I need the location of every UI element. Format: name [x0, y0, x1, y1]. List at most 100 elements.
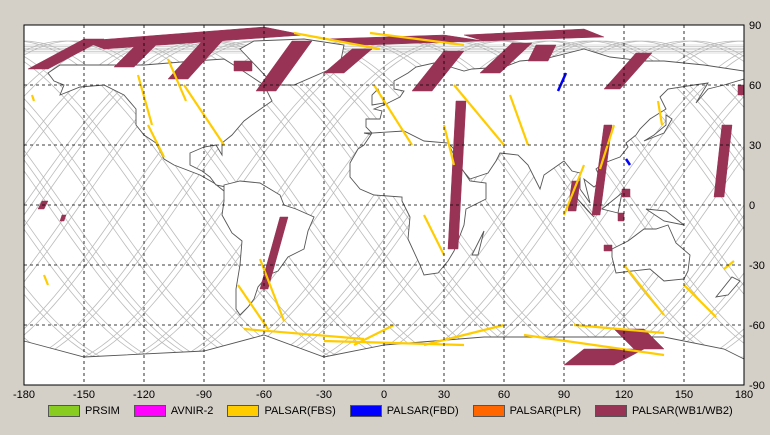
fbs-strip[interactable]: [373, 84, 413, 146]
x-tick-label: -60: [256, 389, 272, 401]
landmass: [643, 114, 673, 142]
wb-strip[interactable]: [59, 214, 67, 222]
landmass: [714, 276, 741, 298]
y-tick-label: -60: [749, 320, 765, 332]
grid-lines: [23, 24, 745, 386]
fbs-strip[interactable]: [353, 324, 395, 346]
plot-frame: [23, 24, 745, 386]
wb-strip[interactable]: [463, 28, 605, 42]
wb-strip[interactable]: [613, 328, 665, 350]
x-tick-label: 150: [675, 389, 693, 401]
fbd-strip[interactable]: [624, 158, 632, 166]
wb-strip[interactable]: [737, 84, 745, 96]
legend-label-palsar-fbd: PALSAR(FBD): [386, 405, 459, 417]
x-tick-label: 120: [615, 389, 633, 401]
fbs-strip[interactable]: [523, 333, 665, 357]
wb-strip[interactable]: [323, 48, 373, 74]
legend-label-palsar-wb: PALSAR(WB1/WB2): [632, 405, 733, 417]
y-tick-label: 90: [749, 20, 761, 32]
x-tick-label: -150: [73, 389, 95, 401]
x-tick-label: -180: [13, 389, 35, 401]
fbs-strip[interactable]: [683, 284, 717, 318]
y-tick-label: -30: [749, 260, 765, 272]
x-tick-label: 30: [438, 389, 450, 401]
y-tick-label: 60: [749, 80, 761, 92]
legend-item-avnir2: AVNIR-2: [133, 405, 214, 417]
fbs-strip[interactable]: [258, 258, 286, 322]
x-tick-label: 180: [735, 389, 753, 401]
y-tick-label: 0: [749, 200, 755, 212]
fbs-strip[interactable]: [623, 264, 665, 316]
fbs-strip[interactable]: [243, 327, 365, 341]
x-tick-label: -120: [133, 389, 155, 401]
legend-item-palsar-plr: PALSAR(PLR): [472, 405, 581, 417]
fbs-strip[interactable]: [562, 164, 586, 216]
wb-strip[interactable]: [563, 348, 645, 366]
fbs-strip[interactable]: [293, 31, 381, 51]
observation-strips: [27, 26, 745, 366]
landmass: [47, 58, 273, 192]
legend-swatch-palsar-plr: [472, 405, 505, 417]
landmass: [371, 88, 385, 106]
fbs-strip[interactable]: [166, 58, 188, 102]
legend-swatch-palsar-fbs: [227, 405, 260, 417]
wb-strip[interactable]: [27, 38, 105, 70]
legend-swatch-palsar-wb: [595, 405, 627, 417]
fbs-strip[interactable]: [147, 124, 165, 158]
fbs-strip[interactable]: [573, 323, 665, 335]
fbs-strip[interactable]: [42, 274, 50, 286]
wb-strip[interactable]: [411, 50, 465, 92]
axis-ticks: -180 -150 -120 -90 -60 -30 0 30 60 90 120 150 180 90 6…: [13, 20, 765, 401]
wb-strip[interactable]: [167, 38, 225, 80]
fbs-strip[interactable]: [598, 124, 616, 170]
wb-strip[interactable]: [113, 40, 161, 68]
fbs-strip[interactable]: [453, 84, 505, 146]
wb-strip[interactable]: [259, 216, 289, 290]
fbs-strip[interactable]: [656, 100, 664, 126]
wb-strip[interactable]: [233, 60, 253, 72]
legend-item-palsar-wb: PALSAR(WB1/WB2): [595, 405, 733, 417]
landmass: [573, 194, 595, 218]
fbd-strip[interactable]: [556, 72, 568, 92]
fbs-strip[interactable]: [508, 94, 530, 146]
fbs-strip[interactable]: [369, 31, 465, 47]
fbs-strip[interactable]: [423, 214, 445, 256]
wb-strip[interactable]: [479, 42, 533, 74]
x-tick-label: -90: [196, 389, 212, 401]
wb-strip[interactable]: [621, 188, 631, 198]
y-tick-label: 30: [749, 140, 761, 152]
fbs-strip[interactable]: [423, 323, 505, 347]
x-tick-label: -30: [316, 389, 332, 401]
fbs-strip[interactable]: [30, 94, 36, 102]
legend-swatch-avnir2: [133, 405, 166, 417]
landmass: [471, 230, 485, 256]
y-tick-label: -90: [749, 380, 765, 392]
fbs-strip[interactable]: [237, 284, 269, 330]
landmass: [601, 191, 623, 214]
x-tick-label: 0: [381, 389, 387, 401]
legend: PRSIM AVNIR-2 PALSAR(FBS) PALSAR(FBD) PA…: [48, 403, 747, 419]
x-tick-label: 90: [558, 389, 570, 401]
fbs-strip[interactable]: [136, 74, 154, 126]
wb-strip[interactable]: [617, 212, 625, 222]
wb-strip[interactable]: [603, 244, 613, 252]
wb-strip[interactable]: [255, 40, 313, 92]
legend-label-prsim: PRSIM: [85, 405, 120, 417]
wb-strip[interactable]: [603, 52, 653, 90]
legend-item-palsar-fbd: PALSAR(FBD): [349, 405, 459, 417]
wb-strip[interactable]: [713, 124, 733, 198]
wb-strip[interactable]: [527, 44, 557, 62]
legend-label-palsar-plr: PALSAR(PLR): [509, 405, 581, 417]
legend-item-palsar-fbs: PALSAR(FBS): [227, 405, 336, 417]
x-tick-label: 60: [498, 389, 510, 401]
legend-label-palsar-fbs: PALSAR(FBS): [264, 405, 336, 417]
wb-strip[interactable]: [567, 180, 581, 212]
legend-label-avnir2: AVNIR-2: [170, 405, 214, 417]
fbs-strip[interactable]: [442, 124, 456, 166]
legend-swatch-prsim: [48, 405, 80, 417]
landmass: [611, 224, 691, 282]
fbs-strip[interactable]: [323, 339, 465, 347]
legend-item-prsim: PRSIM: [48, 405, 120, 417]
